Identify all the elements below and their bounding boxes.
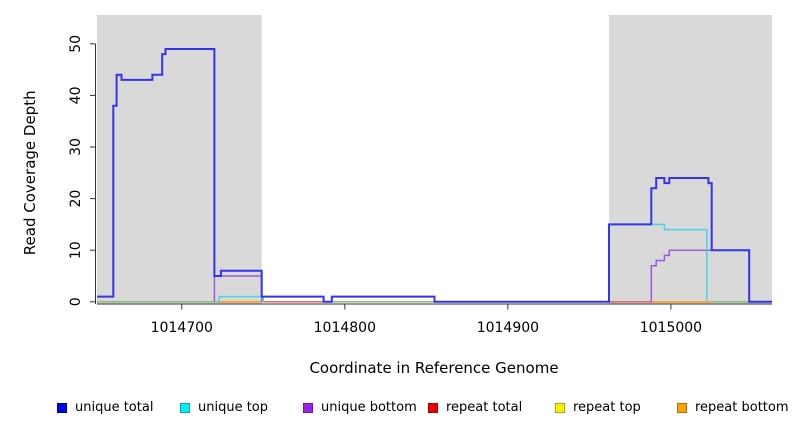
- y-axis-title: Read Coverage Depth: [21, 90, 39, 255]
- legend-label: repeat bottom: [695, 400, 789, 415]
- y-tick-label-1: 10: [68, 241, 84, 259]
- axis-labels: 1014700 1014800 1014900 1015000 0 10 20 30 40 50 C…: [21, 35, 702, 377]
- x-tick-label-0: 1014700: [151, 320, 213, 336]
- y-tick-label-0: 0: [68, 297, 84, 306]
- series-line-unique-top: [218, 295, 265, 302]
- axes: [90, 43, 772, 310]
- y-tick-label-5: 50: [68, 35, 84, 53]
- legend-swatch-icon: [555, 403, 565, 413]
- legend-swatch-icon: [303, 403, 313, 413]
- shaded-band-1: [608, 15, 772, 305]
- y-tick-label-2: 20: [68, 190, 84, 208]
- legend-item-unique-top: unique top: [180, 401, 268, 415]
- series-line-unique-total: [97, 48, 772, 303]
- x-tick-label-3: 1015000: [640, 320, 702, 336]
- x-tick-label-2: 1014900: [477, 320, 539, 336]
- legend-item-repeat-top: repeat top: [555, 401, 641, 415]
- series-lines: [97, 48, 772, 303]
- series-line-unique-bottom: [650, 249, 750, 302]
- y-tick-label-3: 30: [68, 138, 84, 156]
- legend-swatch-icon: [677, 403, 687, 413]
- legend-swatch-icon: [180, 403, 190, 413]
- legend: unique total unique top unique bottom repea…: [0, 401, 792, 421]
- legend-item-unique-bottom: unique bottom: [303, 401, 417, 415]
- shaded-band-0: [97, 15, 262, 305]
- legend-swatch-icon: [57, 403, 67, 413]
- legend-swatch-icon: [428, 403, 438, 413]
- x-axis-title: Coordinate in Reference Genome: [309, 359, 558, 377]
- legend-label: repeat total: [446, 400, 523, 415]
- legend-item-repeat-total: repeat total: [428, 401, 522, 415]
- x-tick-label-1: 1014800: [314, 320, 376, 336]
- legend-item-repeat-bottom: repeat bottom: [677, 401, 789, 415]
- legend-item-unique-total: unique total: [57, 401, 153, 415]
- shaded-regions: [97, 15, 772, 305]
- legend-label: unique top: [198, 400, 269, 415]
- legend-label: unique bottom: [321, 400, 417, 415]
- y-tick-label-4: 40: [68, 86, 84, 104]
- legend-label: unique total: [75, 400, 154, 415]
- legend-label: repeat top: [573, 400, 641, 415]
